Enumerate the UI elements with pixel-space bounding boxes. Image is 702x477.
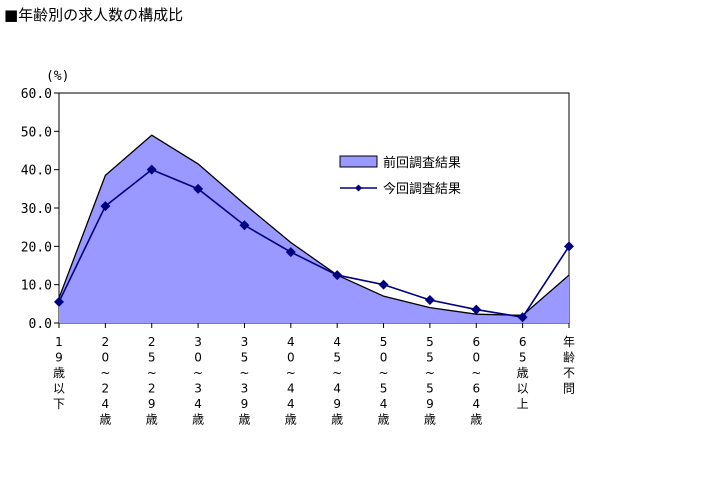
- series-current-point: [564, 241, 574, 252]
- series-current-point: [332, 270, 343, 281]
- series-current-point: [424, 295, 435, 305]
- x-category-label: 4 5 ~4 9 歳: [331, 335, 343, 427]
- x-category-label: 年齢不問: [563, 335, 575, 396]
- legend-area-swatch: [339, 155, 378, 168]
- legend-label-previous: 前回調査結果: [383, 155, 461, 171]
- series-current-point: [471, 304, 482, 315]
- series-current-point: [193, 183, 204, 194]
- chart-title: ■年齢別の求人数の構成比: [4, 6, 184, 24]
- x-category-label: 5 5 ~5 9 歳: [424, 335, 436, 427]
- y-tick-label: 60.0: [21, 87, 52, 102]
- x-category-label: 2 5 ~2 9 歳: [146, 335, 158, 427]
- x-category-label: 1 9 歳以下: [53, 335, 65, 411]
- y-axis-unit-label: (%): [46, 69, 69, 84]
- series-previous-area: [59, 135, 569, 323]
- series-current-point: [378, 279, 389, 290]
- x-category-label: 5 0 ~5 4 歳: [378, 335, 390, 427]
- y-tick-label: 20.0: [21, 240, 52, 255]
- legend-marker: [355, 184, 362, 192]
- x-category-label: 2 0 ~2 4 歳: [99, 335, 111, 427]
- series-current-point: [517, 312, 528, 323]
- series-current-point: [239, 220, 250, 231]
- legend-label-current: 今回調査結果: [383, 181, 461, 197]
- x-category-label: 3 5 ~3 9 歳: [238, 335, 250, 427]
- x-category-label: 3 0 ~3 4 歳: [192, 335, 204, 427]
- x-category-label: 4 0 ~4 4 歳: [285, 335, 297, 427]
- x-category-label: 6 5 歳以上: [517, 335, 529, 411]
- series-current-line: [58, 168, 570, 319]
- y-tick-label: 30.0: [21, 202, 52, 217]
- series-current-point: [100, 201, 111, 212]
- series-current-point: [54, 296, 64, 307]
- y-tick-label: 10.0: [21, 279, 52, 294]
- series-current-point: [146, 164, 157, 175]
- y-tick-label: 40.0: [21, 164, 52, 179]
- legend: 前回調査結果 今回調査結果: [339, 155, 461, 197]
- series-previous-outline: [58, 134, 570, 316]
- y-tick-label: 0.0: [29, 317, 52, 332]
- x-category-label: 6 0 ~6 4 歳: [470, 335, 482, 427]
- y-tick-label: 50.0: [21, 125, 52, 140]
- series-current-point: [285, 247, 296, 258]
